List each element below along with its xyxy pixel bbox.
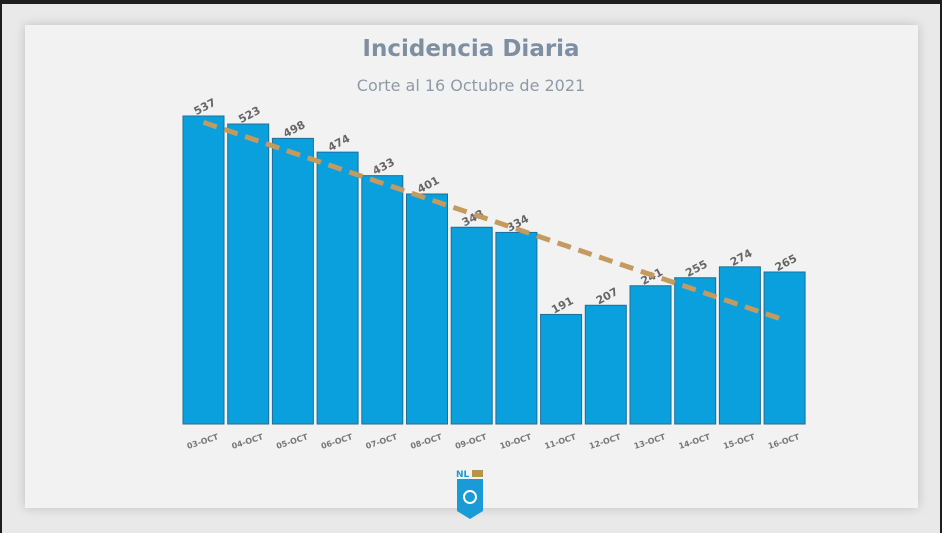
shield-icon xyxy=(457,479,483,519)
bar xyxy=(316,151,359,425)
x-tick-label: 03-OCT xyxy=(186,432,220,451)
x-tick-label: 13-OCT xyxy=(633,432,667,451)
shield-logo: NL xyxy=(456,470,483,519)
x-tick-label: 04-OCT xyxy=(231,432,265,451)
bar xyxy=(271,137,314,425)
x-tick-label: 15-OCT xyxy=(722,432,756,451)
chart-subtitle: Corte al 16 Octubre de 2021 xyxy=(356,76,586,95)
bar xyxy=(540,313,583,425)
data-label: 274 xyxy=(728,246,755,268)
x-tick-label: 06-OCT xyxy=(320,432,354,451)
data-label: 433 xyxy=(370,155,396,177)
x-tick-label: 07-OCT xyxy=(365,432,399,451)
x-tick-label: 09-OCT xyxy=(454,432,488,451)
data-label: 255 xyxy=(683,258,709,280)
x-tick-label: 05-OCT xyxy=(275,432,309,451)
trendline xyxy=(202,119,786,323)
data-label: 523 xyxy=(236,104,262,126)
bar xyxy=(495,231,538,425)
bar xyxy=(182,115,225,425)
bar xyxy=(227,123,270,425)
bar xyxy=(718,266,761,425)
data-label: 498 xyxy=(281,118,307,140)
bar xyxy=(361,175,404,425)
data-label: 401 xyxy=(415,174,441,196)
bar xyxy=(584,304,627,425)
bar xyxy=(763,271,806,425)
bar xyxy=(629,285,672,425)
data-label: 537 xyxy=(192,96,218,118)
x-tick-label: 08-OCT xyxy=(409,432,443,451)
x-tick-label: 10-OCT xyxy=(499,432,533,451)
x-tick-label: 11-OCT xyxy=(543,432,577,451)
x-tick-label: 12-OCT xyxy=(588,432,622,451)
x-tick-label: 16-OCT xyxy=(767,432,801,451)
x-tick-label: 14-OCT xyxy=(678,432,712,451)
crown-icon xyxy=(472,470,483,477)
bar xyxy=(450,226,493,425)
data-label: 191 xyxy=(549,294,575,316)
bar xyxy=(406,193,448,425)
chart-title: Incidencia Diaria xyxy=(362,36,580,62)
data-label: 474 xyxy=(326,132,353,154)
bar xyxy=(674,277,717,425)
emblem-icon xyxy=(463,490,477,504)
logo-text: NL xyxy=(456,470,470,480)
data-label: 265 xyxy=(773,252,799,274)
data-label: 207 xyxy=(594,285,620,307)
